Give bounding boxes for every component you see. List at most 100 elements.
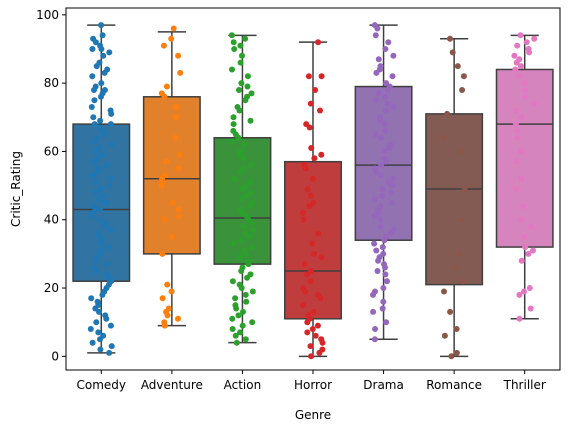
data-point — [239, 209, 246, 216]
data-point — [97, 336, 103, 343]
data-point — [247, 203, 254, 210]
data-point — [458, 148, 465, 155]
data-point — [237, 168, 244, 175]
data-point — [379, 244, 386, 251]
data-point — [304, 271, 311, 278]
data-point — [310, 308, 317, 315]
data-point — [383, 319, 390, 326]
data-point — [92, 179, 99, 186]
data-point — [240, 223, 247, 230]
data-point — [530, 247, 536, 254]
data-point — [307, 100, 314, 107]
data-point — [248, 189, 254, 196]
data-point — [377, 117, 384, 124]
box-group-comedy — [72, 22, 131, 356]
data-point — [99, 151, 106, 158]
data-point — [161, 93, 168, 100]
data-point — [452, 264, 459, 271]
data-point — [523, 39, 530, 46]
data-point — [375, 90, 382, 97]
data-point — [242, 250, 249, 257]
data-point — [229, 315, 236, 322]
data-point — [388, 199, 395, 206]
y-tick-label: 0 — [51, 349, 59, 363]
data-point — [99, 291, 106, 298]
data-point — [318, 73, 325, 80]
x-tick-label: Comedy — [77, 378, 127, 392]
data-point — [377, 223, 384, 230]
data-point — [91, 138, 98, 145]
data-point — [381, 121, 388, 128]
data-point — [97, 346, 104, 353]
data-point — [98, 46, 105, 52]
data-point — [238, 80, 245, 87]
data-point — [88, 104, 95, 110]
data-point — [105, 244, 112, 251]
data-point — [373, 69, 380, 76]
data-point — [229, 138, 236, 145]
box-adventure — [142, 96, 201, 255]
data-point — [441, 332, 448, 339]
data-point — [516, 315, 523, 322]
data-point — [461, 186, 468, 192]
data-point — [232, 295, 239, 302]
data-point — [518, 257, 525, 264]
data-point — [382, 46, 389, 52]
data-point — [96, 308, 102, 315]
data-point — [514, 134, 521, 141]
data-point — [104, 162, 111, 169]
data-point — [237, 254, 244, 261]
data-point — [161, 322, 168, 329]
data-point — [242, 230, 249, 237]
data-point — [244, 83, 251, 90]
data-point — [300, 216, 307, 223]
data-point — [389, 182, 396, 189]
data-point — [513, 59, 520, 66]
data-point — [229, 66, 235, 73]
data-point — [237, 42, 244, 49]
data-point — [312, 332, 319, 339]
data-point — [175, 206, 182, 213]
data-point — [101, 223, 108, 230]
data-point — [370, 308, 377, 315]
data-point — [98, 80, 105, 87]
data-point — [371, 213, 378, 220]
data-point — [382, 264, 388, 271]
data-point — [249, 319, 256, 326]
data-point — [89, 339, 96, 346]
data-point — [107, 227, 114, 233]
x-tick-label: Adventure — [141, 378, 203, 392]
data-point — [518, 148, 525, 155]
data-point — [239, 52, 245, 59]
data-point — [517, 32, 524, 39]
data-point — [526, 285, 533, 291]
y-tick-label: 40 — [44, 213, 59, 227]
data-point — [518, 175, 525, 182]
box-group-romance — [425, 35, 484, 360]
data-point — [98, 93, 104, 100]
data-point — [248, 90, 255, 97]
data-point — [302, 165, 309, 172]
data-point — [108, 343, 115, 350]
data-point — [93, 63, 100, 70]
data-point — [161, 216, 168, 223]
data-point — [96, 196, 103, 203]
data-point — [176, 213, 183, 220]
data-point — [531, 100, 538, 107]
data-point — [512, 121, 519, 128]
data-point — [238, 268, 245, 274]
data-point — [518, 63, 524, 70]
data-point — [232, 332, 239, 339]
data-point — [380, 285, 387, 291]
data-point — [169, 199, 176, 206]
data-point — [242, 35, 249, 42]
data-point — [237, 59, 244, 66]
data-point — [233, 305, 240, 312]
data-point — [301, 261, 308, 268]
plot-area — [72, 22, 554, 360]
data-point — [247, 117, 254, 124]
data-point — [527, 305, 534, 312]
data-point — [372, 97, 379, 104]
data-point — [230, 114, 237, 121]
data-point — [168, 288, 175, 295]
